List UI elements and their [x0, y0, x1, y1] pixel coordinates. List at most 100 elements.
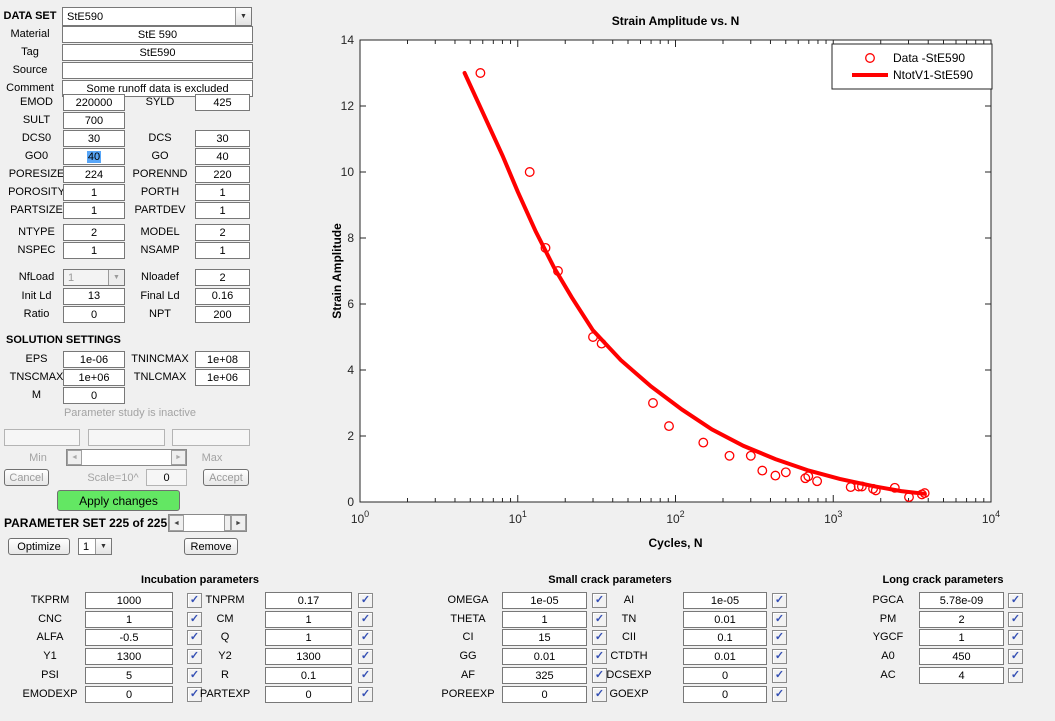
- checkbox-dcsexp[interactable]: ✓: [772, 668, 787, 683]
- field-dcs0[interactable]: 30: [63, 130, 125, 147]
- field-gg[interactable]: 0.01: [502, 648, 587, 665]
- checkbox-af[interactable]: ✓: [592, 668, 607, 683]
- field-emod[interactable]: 220000: [63, 94, 125, 111]
- field-tnlcmax[interactable]: 1e+06: [195, 369, 250, 386]
- field-y2[interactable]: 1300: [265, 648, 352, 665]
- field-poreexp[interactable]: 0: [502, 686, 587, 703]
- field-ac[interactable]: 4: [919, 667, 1004, 684]
- optimize-count-combo[interactable]: 1 ▼: [78, 538, 112, 555]
- parameter-set-slider-groove[interactable]: [184, 515, 224, 531]
- checkbox-ac[interactable]: ✓: [1008, 668, 1023, 683]
- field-porosity[interactable]: 1: [63, 184, 125, 201]
- checkbox-gg[interactable]: ✓: [592, 649, 607, 664]
- field-ctdth[interactable]: 0.01: [683, 648, 767, 665]
- checkbox-partexp[interactable]: ✓: [358, 687, 373, 702]
- field-dcs[interactable]: 30: [195, 130, 250, 147]
- field-omega[interactable]: 1e-05: [502, 592, 587, 609]
- checkbox-goexp[interactable]: ✓: [772, 687, 787, 702]
- checkbox-r[interactable]: ✓: [358, 668, 373, 683]
- checkbox-omega[interactable]: ✓: [592, 593, 607, 608]
- checkbox-pgca[interactable]: ✓: [1008, 593, 1023, 608]
- field-final-ld[interactable]: 0.16: [195, 287, 250, 305]
- checkbox-emodexp[interactable]: ✓: [187, 687, 202, 702]
- checkbox-pm[interactable]: ✓: [1008, 612, 1023, 627]
- field-cm[interactable]: 1: [265, 611, 352, 628]
- field-pm[interactable]: 2: [919, 611, 1004, 628]
- field-tkprm[interactable]: 1000: [85, 592, 173, 609]
- field-emodexp[interactable]: 0: [85, 686, 173, 703]
- checkbox-theta[interactable]: ✓: [592, 612, 607, 627]
- field-porth[interactable]: 1: [195, 184, 250, 201]
- checkbox-alfa[interactable]: ✓: [187, 630, 202, 645]
- slider-right-arrow-icon[interactable]: ►: [171, 450, 186, 465]
- checkbox-cm[interactable]: ✓: [358, 612, 373, 627]
- field-ratio[interactable]: 0: [63, 306, 125, 323]
- field-syld[interactable]: 425: [195, 94, 250, 111]
- field-partdev[interactable]: 1: [195, 202, 250, 219]
- cancel-button[interactable]: Cancel: [4, 469, 49, 486]
- field-tnincmax[interactable]: 1e+08: [195, 351, 250, 368]
- accept-button[interactable]: Accept: [203, 469, 249, 486]
- slider-left-arrow-icon[interactable]: ◄: [169, 515, 184, 531]
- field-tag[interactable]: StE590: [62, 44, 253, 61]
- slider-right-arrow-icon[interactable]: ►: [231, 515, 246, 531]
- field-source[interactable]: [62, 62, 253, 79]
- field-partsize[interactable]: 1: [63, 202, 125, 219]
- field-tnscmax[interactable]: 1e+06: [63, 369, 125, 386]
- field-cii[interactable]: 0.1: [683, 629, 767, 646]
- apply-changes-button[interactable]: Apply changes: [57, 490, 180, 511]
- field-y1[interactable]: 1300: [85, 648, 173, 665]
- optimize-button[interactable]: Optimize: [8, 538, 70, 555]
- field-tn[interactable]: 0.01: [683, 611, 767, 628]
- field-pgca[interactable]: 5.78e-09: [919, 592, 1004, 609]
- field-psi[interactable]: 5: [85, 667, 173, 684]
- checkbox-psi[interactable]: ✓: [187, 668, 202, 683]
- field-dcsexp[interactable]: 0: [683, 667, 767, 684]
- parameter-set-slider[interactable]: ◄ ►: [168, 514, 247, 532]
- field-goexp[interactable]: 0: [683, 686, 767, 703]
- checkbox-poreexp[interactable]: ✓: [592, 687, 607, 702]
- field-nspec[interactable]: 1: [63, 242, 125, 259]
- checkbox-a0[interactable]: ✓: [1008, 649, 1023, 664]
- checkbox-cnc[interactable]: ✓: [187, 612, 202, 627]
- field-nloadef[interactable]: 2: [195, 269, 250, 286]
- checkbox-tnprm[interactable]: ✓: [358, 593, 373, 608]
- field-material[interactable]: StE 590: [62, 26, 253, 43]
- checkbox-tkprm[interactable]: ✓: [187, 593, 202, 608]
- field-tnprm[interactable]: 0.17: [265, 592, 352, 609]
- field-cnc[interactable]: 1: [85, 611, 173, 628]
- field-init-ld[interactable]: 13: [63, 287, 125, 305]
- field-af[interactable]: 325: [502, 667, 587, 684]
- field-a0[interactable]: 450: [919, 648, 1004, 665]
- field-m[interactable]: 0: [63, 387, 125, 404]
- field-nsamp[interactable]: 1: [195, 242, 250, 259]
- field-ntype[interactable]: 2: [63, 224, 125, 241]
- field-study-field-1[interactable]: [4, 429, 80, 446]
- checkbox-q[interactable]: ✓: [358, 630, 373, 645]
- field-porennd[interactable]: 220: [195, 166, 250, 183]
- scale-field[interactable]: 0: [146, 469, 187, 486]
- field-q[interactable]: 1: [265, 629, 352, 646]
- study-slider[interactable]: ◄ ►: [66, 449, 187, 466]
- field-r[interactable]: 0.1: [265, 667, 352, 684]
- field-partexp[interactable]: 0: [265, 686, 352, 703]
- field-alfa[interactable]: -0.5: [85, 629, 173, 646]
- field-ci[interactable]: 15: [502, 629, 587, 646]
- checkbox-ai[interactable]: ✓: [772, 593, 787, 608]
- field-go[interactable]: 40: [195, 148, 250, 165]
- field-study-field-2[interactable]: [88, 429, 165, 446]
- field-eps[interactable]: 1e-06: [63, 351, 125, 368]
- combo-nfload[interactable]: 1 ▼: [63, 269, 125, 286]
- field-theta[interactable]: 1: [502, 611, 587, 628]
- remove-button[interactable]: Remove: [184, 538, 238, 555]
- field-ygcf[interactable]: 1: [919, 629, 1004, 646]
- field-study-field-3[interactable]: [172, 429, 250, 446]
- checkbox-ygcf[interactable]: ✓: [1008, 630, 1023, 645]
- checkbox-cii[interactable]: ✓: [772, 630, 787, 645]
- checkbox-y2[interactable]: ✓: [358, 649, 373, 664]
- checkbox-y1[interactable]: ✓: [187, 649, 202, 664]
- checkbox-tn[interactable]: ✓: [772, 612, 787, 627]
- slider-thumb[interactable]: [224, 515, 231, 531]
- study-slider-groove[interactable]: [82, 450, 171, 465]
- checkbox-ci[interactable]: ✓: [592, 630, 607, 645]
